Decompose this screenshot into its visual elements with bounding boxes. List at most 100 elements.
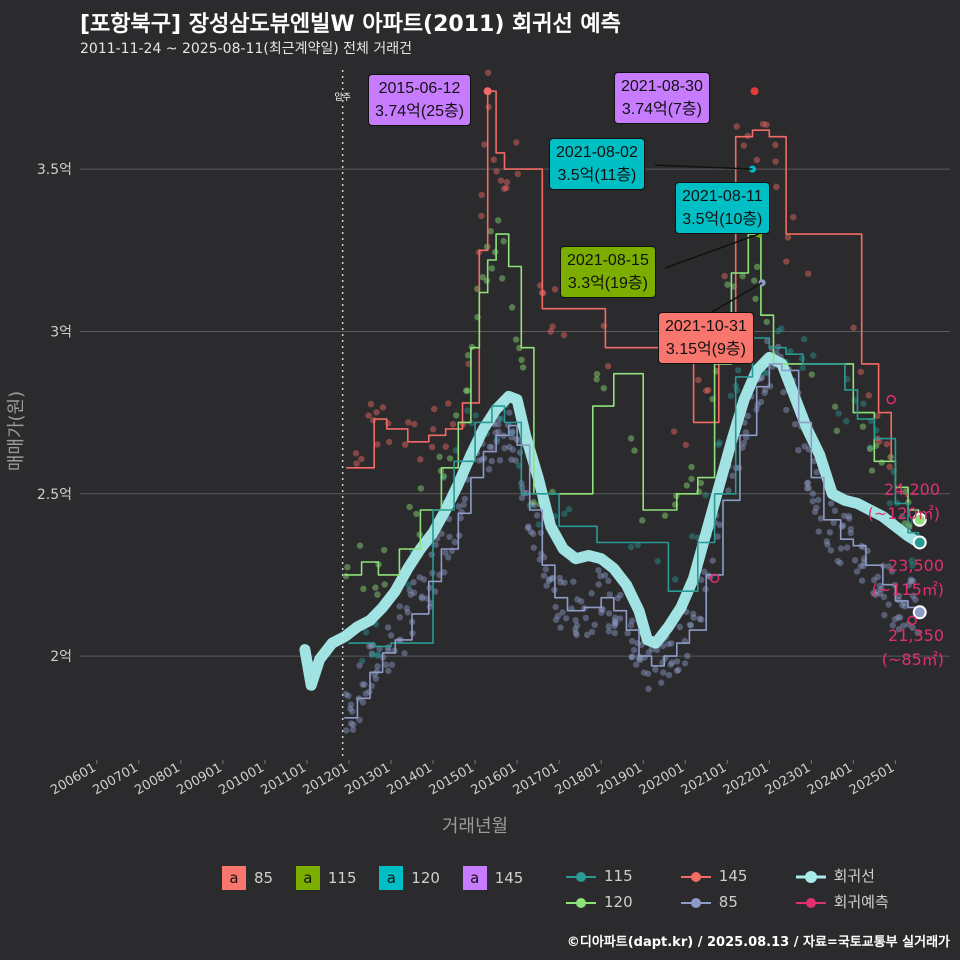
- transaction-dot: [436, 453, 443, 461]
- y-tick-label: 2억: [50, 649, 72, 665]
- transaction-dot: [754, 263, 761, 271]
- transaction-dot: [525, 523, 532, 530]
- transaction-dot: [488, 457, 495, 465]
- transaction-dot: [403, 605, 410, 612]
- transaction-dot: [878, 459, 885, 466]
- transaction-dot: [616, 615, 624, 622]
- transaction-dot: [753, 156, 761, 164]
- transaction-dot: [498, 275, 506, 282]
- transaction-dot: [382, 661, 390, 669]
- transaction-dot: [360, 585, 367, 593]
- transaction-dot: [361, 681, 368, 688]
- transaction-dot: [870, 576, 878, 584]
- legend-label: 115: [327, 869, 357, 887]
- transaction-dot: [611, 614, 619, 621]
- legend-line-145: 145: [680, 867, 791, 885]
- transaction-dot: [362, 629, 370, 636]
- transaction-dot: [876, 582, 883, 589]
- transaction-dot: [827, 500, 835, 507]
- transaction-dot: [762, 386, 769, 394]
- transaction-dot: [709, 557, 716, 564]
- transaction-dot: [811, 508, 819, 516]
- transaction-dot: [688, 463, 695, 471]
- forecast-value: 24,200: [884, 480, 940, 499]
- legend-line-120: 120: [566, 893, 676, 911]
- transaction-dot: [406, 503, 413, 511]
- transaction-dot: [754, 401, 761, 409]
- transaction-dot: [401, 650, 408, 657]
- transaction-dot: [501, 185, 508, 192]
- transaction-dot: [551, 286, 559, 293]
- legend-line-icon: [680, 897, 711, 908]
- transaction-dot: [810, 352, 817, 359]
- transaction-dot: [886, 463, 893, 470]
- transaction-dot: [866, 444, 874, 451]
- transaction-dot: [494, 435, 501, 442]
- transaction-dot: [561, 579, 568, 586]
- transaction-dot: [518, 356, 525, 364]
- transaction-dot: [487, 228, 494, 235]
- transaction-dot: [725, 487, 732, 494]
- transaction-dot: [359, 681, 366, 688]
- transaction-dot: [464, 387, 471, 394]
- transaction-dot: [530, 499, 537, 506]
- chart-subtitle: 2011-11-24 ~ 2025-08-11(최근계약일) 전체 거래건: [80, 41, 412, 57]
- forecast-area: (~120㎡): [867, 504, 940, 523]
- transaction-dot: [374, 441, 381, 448]
- transaction-dot: [559, 609, 566, 616]
- transaction-dot: [721, 272, 728, 280]
- transaction-dot: [744, 412, 751, 420]
- transaction-dot: [688, 475, 695, 483]
- transaction-dot: [385, 667, 392, 675]
- transaction-dot: [605, 577, 612, 585]
- y-tick-label: 2.5억: [37, 487, 72, 503]
- forecast-label-120: 24,200 (~120㎡): [868, 478, 940, 526]
- transaction-dot: [815, 528, 822, 535]
- transaction-dot: [560, 331, 568, 339]
- transaction-dot: [479, 273, 486, 281]
- transaction-dot: [834, 557, 841, 565]
- legend-swatch: a: [462, 866, 487, 890]
- transaction-dot: [815, 496, 822, 504]
- transaction-dot: [372, 675, 380, 682]
- transaction-dot: [873, 588, 880, 595]
- transaction-dot: [735, 367, 742, 374]
- transaction-dot: [645, 649, 653, 656]
- transaction-dot: [606, 591, 613, 598]
- legend-line-icon: [566, 897, 596, 908]
- transaction-dot: [905, 581, 912, 589]
- x-tick-label: 201501: [427, 760, 477, 798]
- transaction-dot: [595, 581, 602, 588]
- transaction-dot: [780, 389, 787, 396]
- callout-value: 3.74억(25층): [375, 103, 465, 120]
- x-tick-label: 201801: [553, 760, 603, 798]
- transaction-dot: [627, 622, 635, 629]
- transaction-dot: [672, 576, 679, 583]
- forecast-value: 23,500: [888, 556, 944, 575]
- transaction-dot: [556, 574, 563, 582]
- transaction-dot: [702, 586, 709, 593]
- transaction-dot: [627, 435, 635, 442]
- callout-2021-08-15: 2021-08-15 3.3억(19층): [560, 246, 656, 298]
- transaction-dot: [374, 663, 381, 670]
- transaction-dot: [824, 541, 831, 548]
- callout-2021-08-11: 2021-08-11 3.5억(10층): [675, 182, 770, 234]
- transaction-dot: [845, 512, 852, 520]
- transaction-dot: [478, 191, 485, 199]
- transaction-dot: [682, 441, 690, 449]
- transaction-dot: [549, 575, 556, 582]
- transaction-dot: [803, 485, 811, 492]
- transaction-dot: [773, 183, 780, 191]
- legend-label: 회귀선: [833, 867, 875, 885]
- legend-label: 85: [254, 869, 274, 887]
- transaction-dot: [601, 572, 609, 579]
- transaction-dot: [542, 565, 550, 573]
- transaction-dot: [733, 123, 740, 130]
- x-axis-title: 거래년월: [442, 816, 508, 837]
- x-tick-label: 201601: [469, 760, 519, 798]
- transaction-dot: [531, 501, 538, 509]
- transaction-dot: [432, 541, 439, 548]
- callout-date: 2021-08-15: [567, 252, 649, 269]
- transaction-dot: [500, 238, 507, 245]
- transaction-dot: [665, 671, 673, 679]
